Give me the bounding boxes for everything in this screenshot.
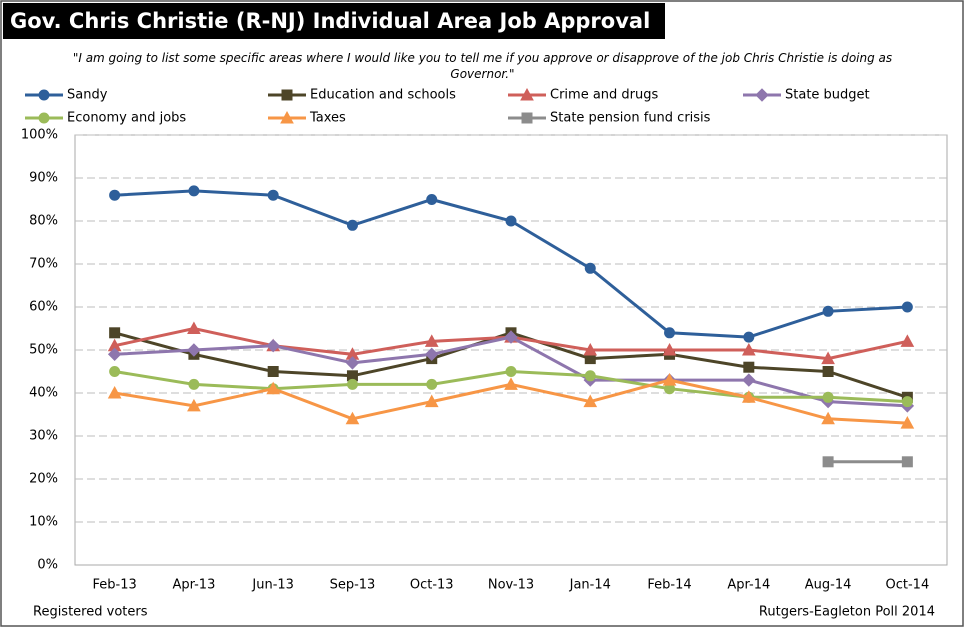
marker [743,331,755,343]
y-tick-label: 60% [29,300,58,315]
legend-label: Education and schools [310,88,456,103]
marker [107,347,122,362]
marker [426,194,438,205]
marker [901,456,913,468]
marker [188,378,200,390]
marker [424,334,439,347]
legend-label: Crime and drugs [550,88,659,103]
marker [741,342,756,356]
marker [822,305,834,317]
x-tick-label: Apr-13 [172,578,215,593]
y-tick-label: 30% [29,429,58,444]
chart-subtitle: "I am going to list some specific areas … [72,51,893,81]
x-tick-label: Jan-14 [569,578,611,593]
marker [822,456,834,468]
marker [505,215,517,227]
y-tick-label: 40% [29,386,58,401]
x-tick-label: Sep-13 [330,578,376,593]
legend-label: State pension fund crisis [550,111,711,126]
marker [901,396,913,408]
marker [346,378,358,390]
marker [662,342,677,356]
legend-label: Taxes [309,111,346,126]
marker [425,347,439,362]
marker [900,416,915,429]
legend-label: State budget [785,88,870,103]
marker [109,327,121,339]
marker [281,89,293,101]
legend-label: Economy and jobs [67,111,186,126]
y-tick-label: 100% [21,128,58,143]
marker [426,378,438,390]
y-tick-label: 10% [29,515,58,530]
marker [424,394,439,408]
y-tick-label: 0% [37,558,58,573]
marker [520,87,534,101]
x-tick-label: Jun-13 [251,578,294,593]
marker [188,185,200,197]
marker [521,112,533,124]
x-tick-label: Feb-14 [647,578,691,593]
marker [743,361,755,373]
marker [187,321,201,334]
marker [822,391,834,403]
marker [266,338,280,353]
marker [505,366,517,377]
marker [109,366,121,377]
marker [38,89,50,101]
y-tick-label: 50% [29,343,58,358]
marker [742,373,756,387]
marker [345,356,360,370]
x-tick-label: Oct-13 [410,578,454,593]
marker [821,411,835,425]
x-tick-label: Feb-13 [93,578,137,593]
marker [584,370,596,382]
marker [583,342,598,356]
marker [267,366,279,377]
marker [107,385,122,399]
marker [267,189,279,201]
marker [187,343,201,357]
marker [266,381,281,395]
x-tick-label: Aug-14 [805,578,852,593]
note: Registered voters [33,605,148,620]
marker [901,301,913,313]
y-tick-label: 70% [29,257,58,272]
legend-label: Sandy [67,88,108,103]
marker [346,219,358,231]
chart-title: Gov. Chris Christie (R-NJ) Individual Ar… [10,9,650,33]
marker [504,330,518,344]
marker [345,411,360,425]
x-tick-label: Apr-14 [727,578,770,593]
y-tick-label: 90% [29,171,58,186]
note: Rutgers-Eagleton Poll 2014 [759,605,935,620]
marker [664,327,676,339]
marker [187,398,201,412]
x-tick-label: Oct-14 [886,578,930,593]
marker [584,262,596,274]
marker [741,390,756,403]
marker [280,110,294,124]
y-tick-label: 80% [29,214,58,229]
marker [822,366,834,377]
y-tick-label: 20% [29,472,58,487]
marker [755,88,769,102]
x-tick-label: Nov-13 [488,578,534,593]
marker [504,377,518,390]
marker [821,351,835,365]
marker [583,394,598,408]
title-box [3,3,665,39]
subtitle-box: "I am going to list some specific areas … [72,51,893,81]
marker [900,334,915,347]
marker [109,189,121,201]
marker [38,112,50,124]
marker [662,373,677,386]
